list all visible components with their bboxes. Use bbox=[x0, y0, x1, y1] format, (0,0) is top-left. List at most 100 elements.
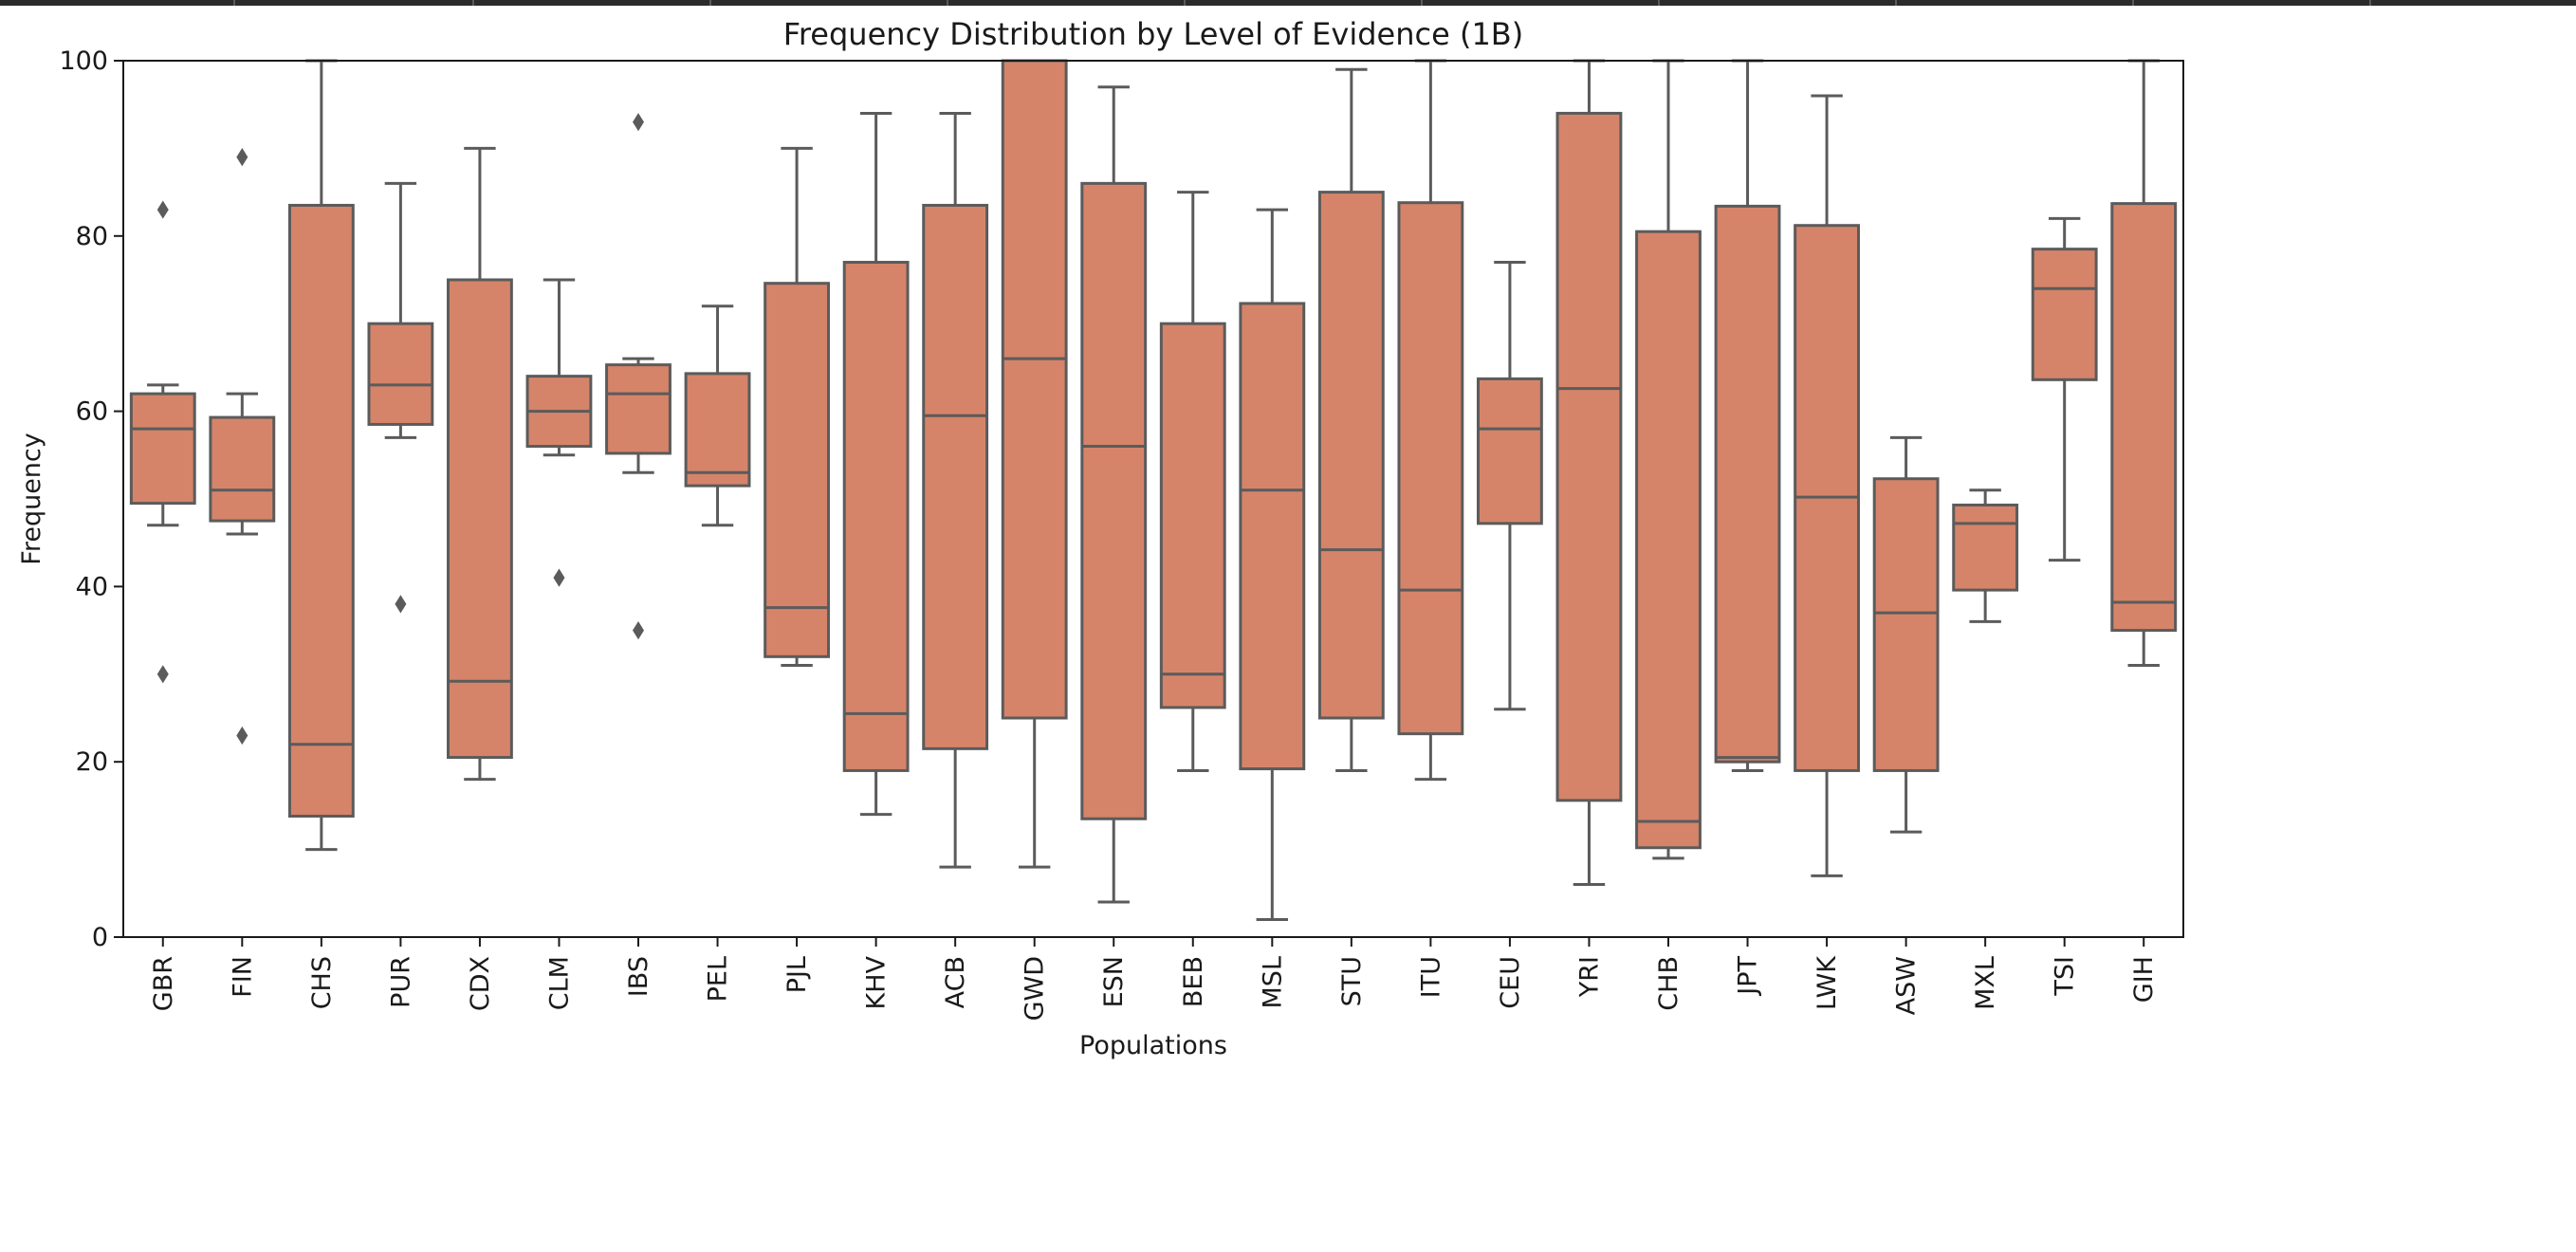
x-tick-label: KHV bbox=[862, 955, 892, 1009]
x-tick-label: GWD bbox=[1021, 956, 1050, 1021]
box-series bbox=[129, 59, 2178, 922]
iqr-box bbox=[922, 203, 989, 750]
iqr-box bbox=[1159, 322, 1226, 709]
box-cdx bbox=[447, 146, 513, 782]
box-gbr bbox=[129, 200, 196, 684]
iqr-box bbox=[1001, 59, 1068, 720]
box-gwd bbox=[1001, 59, 1068, 869]
x-tick-label: MSL bbox=[1258, 956, 1287, 1008]
x-tick-label: CEU bbox=[1496, 956, 1525, 1009]
strip-divider bbox=[1184, 0, 1186, 6]
box-pur bbox=[367, 181, 434, 614]
box-beb bbox=[1159, 191, 1226, 772]
iqr-box bbox=[367, 322, 434, 426]
iqr-box bbox=[842, 261, 910, 772]
window-top-strip bbox=[0, 0, 2576, 6]
x-tick-label: STU bbox=[1337, 956, 1367, 1006]
box-chb bbox=[1635, 59, 1702, 860]
box-pjl bbox=[764, 146, 830, 668]
x-tick-label: ESN bbox=[1099, 956, 1129, 1007]
chart-title: Frequency Distribution by Level of Evide… bbox=[783, 16, 1523, 52]
iqr-box bbox=[287, 203, 355, 818]
strip-divider bbox=[947, 0, 948, 6]
x-axis-label: Populations bbox=[1079, 1031, 1227, 1060]
y-axis: 0 20 40 60 80 100 bbox=[59, 46, 123, 952]
box-yri bbox=[1555, 59, 1623, 887]
x-tick-label: JPT bbox=[1734, 956, 1763, 997]
x-tick-label: ACB bbox=[941, 956, 970, 1008]
x-tick-label: PUR bbox=[386, 956, 415, 1008]
x-tick-label: CHS bbox=[307, 956, 337, 1009]
box-esn bbox=[1080, 85, 1148, 904]
x-tick-label: CLM bbox=[544, 956, 574, 1010]
box-mxl bbox=[1952, 488, 2019, 623]
iqr-box bbox=[1477, 377, 1543, 525]
y-tick-label: 60 bbox=[76, 397, 108, 427]
iqr-box bbox=[447, 278, 513, 760]
x-tick-label: BEB bbox=[1179, 956, 1208, 1007]
y-tick-label: 100 bbox=[59, 46, 108, 76]
box-tsi bbox=[2031, 216, 2098, 562]
strip-divider bbox=[1895, 0, 1897, 6]
strip-divider bbox=[233, 0, 235, 6]
iqr-box bbox=[1952, 503, 2019, 592]
iqr-box bbox=[1714, 204, 1781, 764]
box-msl bbox=[1239, 208, 1306, 922]
strip-divider bbox=[1421, 0, 1423, 6]
outlier-marker bbox=[395, 595, 407, 614]
iqr-box bbox=[1239, 302, 1306, 771]
box-lwk bbox=[1794, 94, 1860, 877]
y-tick-label: 20 bbox=[76, 747, 108, 777]
iqr-box bbox=[684, 372, 751, 488]
iqr-box bbox=[1555, 111, 1623, 802]
box-pel bbox=[684, 304, 751, 527]
strip-divider bbox=[472, 0, 474, 6]
box-acb bbox=[922, 111, 989, 869]
x-tick-label: TSI bbox=[2051, 956, 2080, 997]
y-axis-label: Frequency bbox=[17, 433, 46, 565]
outlier-marker bbox=[236, 148, 248, 167]
x-tick-label: IBS bbox=[624, 956, 653, 997]
iqr-box bbox=[1080, 181, 1148, 820]
strip-divider bbox=[2132, 0, 2134, 6]
box-itu bbox=[1397, 59, 1464, 782]
box-chs bbox=[287, 59, 355, 852]
x-tick-label: FIN bbox=[228, 956, 257, 998]
x-tick-label: LWK bbox=[1812, 955, 1842, 1010]
outlier-marker bbox=[236, 726, 248, 746]
outlier-marker bbox=[633, 621, 644, 640]
y-tick-label: 80 bbox=[76, 222, 108, 251]
strip-divider bbox=[709, 0, 711, 6]
strip-divider bbox=[1658, 0, 1660, 6]
outlier-marker bbox=[156, 665, 169, 684]
iqr-box bbox=[1635, 230, 1702, 850]
x-tick-label: YRI bbox=[1574, 956, 1604, 998]
box-asw bbox=[1872, 435, 1940, 834]
x-tick-label: ITU bbox=[1416, 956, 1445, 998]
box-khv bbox=[842, 111, 910, 817]
iqr-box bbox=[129, 392, 196, 506]
outlier-marker bbox=[633, 113, 644, 132]
box-stu bbox=[1317, 67, 1385, 772]
box-gih bbox=[2110, 59, 2178, 668]
x-tick-label: GIH bbox=[2129, 956, 2159, 1003]
iqr-box bbox=[1872, 477, 1940, 772]
iqr-box bbox=[2031, 248, 2098, 381]
box-clm bbox=[525, 278, 593, 587]
box-jpt bbox=[1714, 59, 1781, 772]
iqr-box bbox=[209, 415, 276, 523]
box-fin bbox=[209, 148, 276, 746]
iqr-box bbox=[1317, 191, 1385, 720]
x-axis: GBR FIN CHS PUR CDX CLM IBS PEL PJL KHV ACB GWD ESN B… bbox=[149, 937, 2159, 1021]
iqr-box bbox=[764, 282, 830, 658]
x-tick-label: MXL bbox=[1971, 956, 2000, 1010]
x-tick-label: CHB bbox=[1654, 956, 1684, 1011]
x-tick-label: PJL bbox=[782, 956, 812, 993]
x-tick-label: CDX bbox=[466, 956, 495, 1011]
iqr-box bbox=[1397, 201, 1464, 736]
strip-divider bbox=[2369, 0, 2371, 6]
box-ibs bbox=[605, 113, 672, 640]
iqr-box bbox=[605, 363, 672, 455]
box-ceu bbox=[1477, 261, 1543, 711]
